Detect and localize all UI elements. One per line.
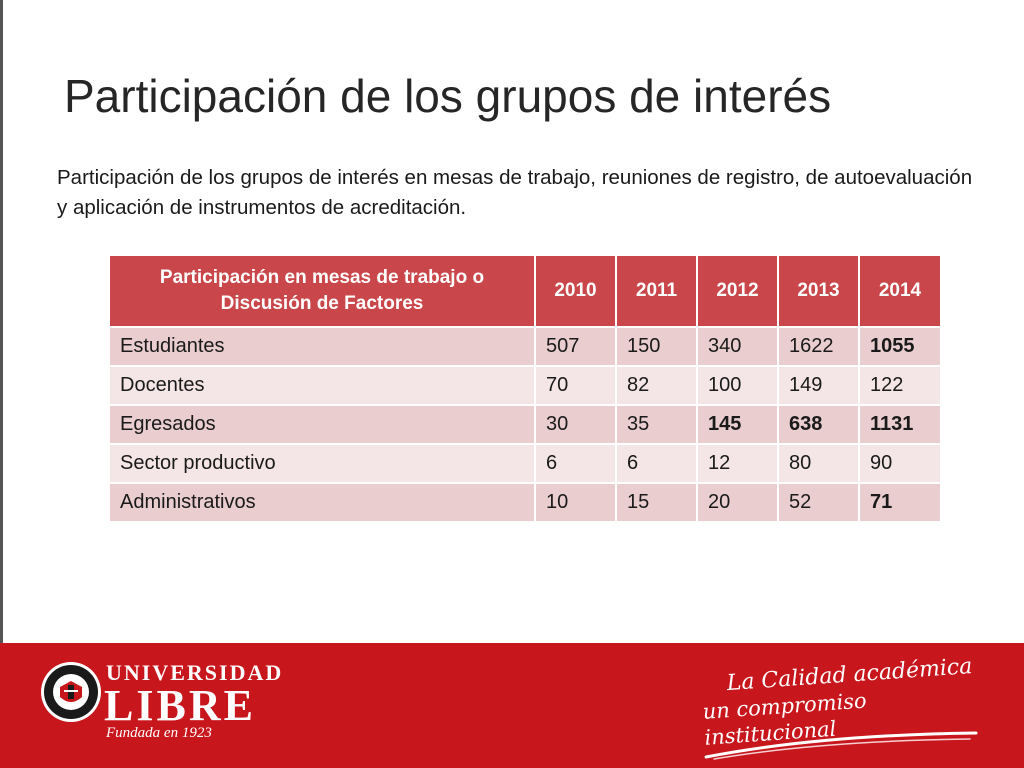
table-header-row: Participación en mesas de trabajo o Disc…	[108, 254, 942, 328]
table-cell: 12	[696, 443, 779, 484]
table-cell: 638	[777, 404, 860, 445]
header-year-2011: 2011	[615, 254, 698, 328]
table-row: Estudiantes 507 150 340 1622 1055	[108, 326, 942, 367]
table-cell: 90	[858, 443, 942, 484]
participation-table: Participación en mesas de trabajo o Disc…	[108, 254, 942, 523]
header-year-2010: 2010	[534, 254, 617, 328]
table-cell: 1622	[777, 326, 860, 367]
logo-wordmark-top: UNIVERSIDAD	[106, 660, 284, 685]
table-cell: 80	[777, 443, 860, 484]
slogan-swoosh-icon	[704, 731, 978, 760]
header-year-2013: 2013	[777, 254, 860, 328]
slide-subtitle: Participación de los grupos de interés e…	[57, 166, 973, 219]
table-cell: 71	[858, 482, 942, 523]
table-cell: 122	[858, 365, 942, 406]
table-cell: 52	[777, 482, 860, 523]
header-category: Participación en mesas de trabajo o Disc…	[108, 254, 536, 328]
table-cell: 149	[777, 365, 860, 406]
header-year-2012: 2012	[696, 254, 779, 328]
table-cell: 70	[534, 365, 617, 406]
row-label: Egresados	[108, 404, 536, 445]
university-seal-icon	[41, 662, 101, 722]
table-row: Docentes 70 82 100 149 122	[108, 365, 942, 406]
table-cell: 35	[615, 404, 698, 445]
row-label: Sector productivo	[108, 443, 536, 484]
table-cell: 150	[615, 326, 698, 367]
table-cell: 507	[534, 326, 617, 367]
row-label: Estudiantes	[108, 326, 536, 367]
row-label: Docentes	[108, 365, 536, 406]
table-cell: 30	[534, 404, 617, 445]
table-cell: 145	[696, 404, 779, 445]
table-row: Egresados 30 35 145 638 1131	[108, 404, 942, 445]
slide-title: Participación de los grupos de interés	[64, 70, 832, 122]
table-cell: 15	[615, 482, 698, 523]
table-cell: 1055	[858, 326, 942, 367]
header-year-2014: 2014	[858, 254, 942, 328]
left-border-rule	[0, 0, 3, 643]
table-cell: 6	[615, 443, 698, 484]
logo-tagline: Fundada en 1923	[106, 725, 212, 741]
table-cell: 6	[534, 443, 617, 484]
footer-band: UNIVERSIDAD LIBRE Fundada en 1923 La Cal…	[0, 643, 1024, 768]
table-cell: 82	[615, 365, 698, 406]
table-cell: 340	[696, 326, 779, 367]
table-cell: 1131	[858, 404, 942, 445]
table-cell: 20	[696, 482, 779, 523]
table-row: Sector productivo 6 6 12 80 90	[108, 443, 942, 484]
table-cell: 10	[534, 482, 617, 523]
row-label: Administrativos	[108, 482, 536, 523]
table-row: Administrativos 10 15 20 52 71	[108, 482, 942, 523]
logo-wordmark-main: LIBRE	[104, 681, 256, 730]
table-cell: 100	[696, 365, 779, 406]
